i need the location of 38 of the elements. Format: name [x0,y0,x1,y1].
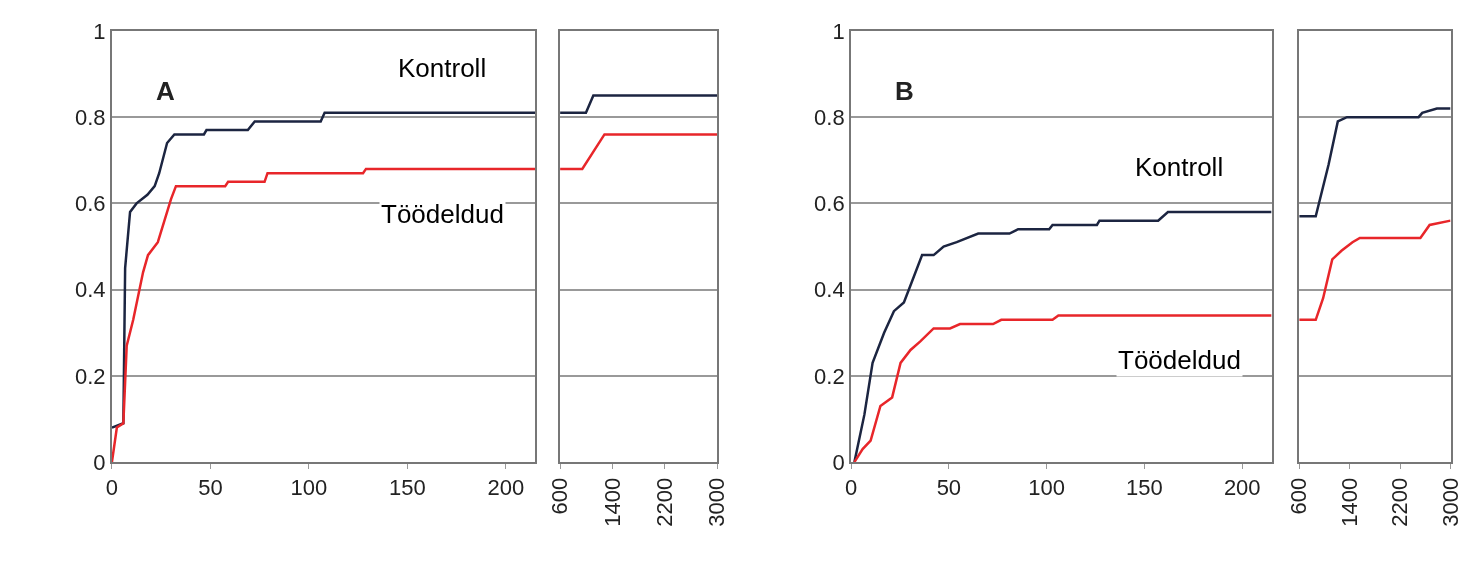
x-tick-label: 200 [1223,475,1261,501]
series-label: Töödeldud [381,199,504,229]
annotation: B [895,76,914,106]
x-tick-label: 600 [1286,477,1312,515]
y-tick-label: 0.2 [814,363,845,389]
x-tick-label: 2200 [651,477,677,527]
series-label: Kontroll [398,53,487,83]
y-tick-label: 0 [832,449,845,475]
y-tick-label: 0.6 [814,191,845,217]
x-tick-label: 100 [290,475,328,501]
line-series [853,314,1272,463]
x-tick-label: 2200 [1387,477,1413,527]
x-tick-label: 100 [1028,475,1066,501]
x-tick-label: 150 [1126,475,1163,501]
y-tick-label: 0.4 [74,277,106,303]
line-series [853,210,1272,463]
x-tick-label: 3000 [1437,477,1463,527]
y-tick-label: 0.8 [74,104,106,130]
x-tick-label: 50 [198,475,223,501]
y-tick-label: 0.4 [814,277,845,303]
y-tick-label: 0 [93,449,106,475]
series-label: Töödeldud [1118,345,1241,375]
y-tick-label: 0.8 [814,104,845,130]
x-tick-label: 50 [936,475,962,501]
series-label: Kontroll [1135,152,1224,182]
x-tick-label: 1400 [1336,477,1362,527]
x-tick-label: 600 [547,477,573,515]
y-tick-label: 1 [93,18,106,44]
y-tick-label: 0.6 [74,191,106,217]
y-tick-label: 0.2 [74,363,106,389]
x-tick-label: 150 [388,475,426,501]
line-series [111,167,536,463]
x-tick-label: 1400 [599,477,625,527]
x-tick-label: 200 [487,475,525,501]
annotation: A [156,76,175,106]
y-tick-label: 1 [832,18,845,44]
x-tick-label: 3000 [704,477,730,527]
line-series [111,111,536,429]
